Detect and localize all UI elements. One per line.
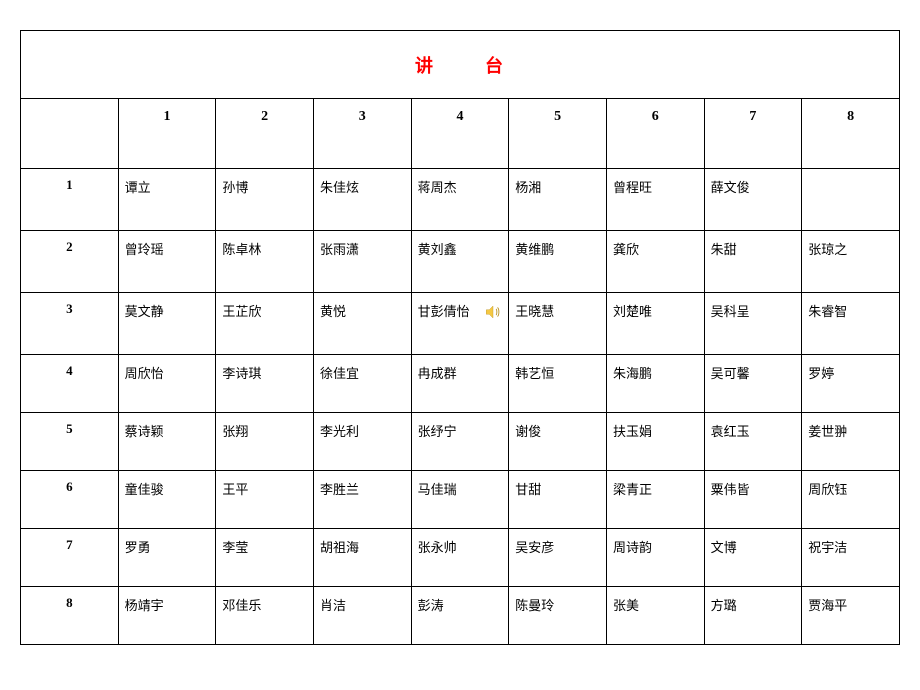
col-header-1: 1 bbox=[118, 99, 216, 169]
col-header-5: 5 bbox=[509, 99, 607, 169]
seat-cell: 李诗琪 bbox=[216, 355, 314, 413]
seat-row-7: 7 罗勇 李莹 胡祖海 张永帅 吴安彦 周诗韵 文博 祝宇洁 bbox=[21, 529, 900, 587]
col-header-2: 2 bbox=[216, 99, 314, 169]
seat-cell: 张翔 bbox=[216, 413, 314, 471]
seat-cell: 徐佳宜 bbox=[313, 355, 411, 413]
seat-cell: 李光利 bbox=[313, 413, 411, 471]
seat-cell: 罗勇 bbox=[118, 529, 216, 587]
seat-row-6: 6 童佳骏 王平 李胜兰 马佳瑞 甘甜 梁青正 粟伟皆 周欣钰 bbox=[21, 471, 900, 529]
seat-row-8: 8 杨靖宇 邓佳乐 肖洁 彭涛 陈曼玲 张美 方璐 贾海平 bbox=[21, 587, 900, 645]
seat-cell: 吴可馨 bbox=[704, 355, 802, 413]
row-label-3: 3 bbox=[21, 293, 119, 355]
col-header-8: 8 bbox=[802, 99, 900, 169]
row-label-2: 2 bbox=[21, 231, 119, 293]
seat-cell: 李莹 bbox=[216, 529, 314, 587]
seat-cell: 王平 bbox=[216, 471, 314, 529]
seat-cell: 周欣怡 bbox=[118, 355, 216, 413]
seat-cell: 朱佳炫 bbox=[313, 169, 411, 231]
seat-row-2: 2 曾玲瑶 陈卓林 张雨潇 黄刘鑫 黄维鹏 龚欣 朱甜 张琼之 bbox=[21, 231, 900, 293]
title-part1: 讲 bbox=[415, 56, 435, 76]
seat-cell: 曾玲瑶 bbox=[118, 231, 216, 293]
seat-cell: 谢俊 bbox=[509, 413, 607, 471]
seat-cell: 祝宇洁 bbox=[802, 529, 900, 587]
seat-cell: 朱海鹏 bbox=[606, 355, 704, 413]
seat-cell: 梁青正 bbox=[606, 471, 704, 529]
seat-cell: 张纾宁 bbox=[411, 413, 509, 471]
seat-cell: 邓佳乐 bbox=[216, 587, 314, 645]
seat-cell: 彭涛 bbox=[411, 587, 509, 645]
row-label-5: 5 bbox=[21, 413, 119, 471]
seat-cell: 杨靖宇 bbox=[118, 587, 216, 645]
title-cell: 讲台 bbox=[21, 31, 900, 99]
seat-cell: 杨湘 bbox=[509, 169, 607, 231]
seat-cell bbox=[802, 169, 900, 231]
seat-row-5: 5 蔡诗颖 张翔 李光利 张纾宁 谢俊 扶玉娟 袁红玉 姜世翀 bbox=[21, 413, 900, 471]
row-label-4: 4 bbox=[21, 355, 119, 413]
seat-cell: 谭立 bbox=[118, 169, 216, 231]
seat-cell: 张雨潇 bbox=[313, 231, 411, 293]
col-header-6: 6 bbox=[606, 99, 704, 169]
seat-row-3: 3 莫文静 王芷欣 黄悦 甘彭倩怡 王晓慧 刘楚唯 吴科呈 朱睿智 bbox=[21, 293, 900, 355]
seat-cell: 姜世翀 bbox=[802, 413, 900, 471]
seat-cell: 黄悦 bbox=[313, 293, 411, 355]
seat-cell: 冉成群 bbox=[411, 355, 509, 413]
speaker-icon[interactable] bbox=[484, 303, 502, 321]
seat-cell: 方璐 bbox=[704, 587, 802, 645]
seat-cell: 吴安彦 bbox=[509, 529, 607, 587]
seat-row-1: 1 谭立 孙博 朱佳炫 蒋周杰 杨湘 曾程旺 薛文俊 bbox=[21, 169, 900, 231]
seat-cell: 刘楚唯 bbox=[606, 293, 704, 355]
seat-cell: 张永帅 bbox=[411, 529, 509, 587]
seat-cell: 王芷欣 bbox=[216, 293, 314, 355]
col-header-3: 3 bbox=[313, 99, 411, 169]
seating-chart-table: 讲台 1 2 3 4 5 6 7 8 1 谭立 孙博 朱佳炫 蒋周杰 杨湘 曾程… bbox=[20, 30, 900, 645]
seat-cell: 孙博 bbox=[216, 169, 314, 231]
col-header-4: 4 bbox=[411, 99, 509, 169]
seat-cell: 罗婷 bbox=[802, 355, 900, 413]
seat-cell: 李胜兰 bbox=[313, 471, 411, 529]
seat-cell: 肖洁 bbox=[313, 587, 411, 645]
seat-cell: 薛文俊 bbox=[704, 169, 802, 231]
seat-cell: 黄刘鑫 bbox=[411, 231, 509, 293]
seat-cell: 文博 bbox=[704, 529, 802, 587]
column-header-row: 1 2 3 4 5 6 7 8 bbox=[21, 99, 900, 169]
seat-cell: 童佳骏 bbox=[118, 471, 216, 529]
row-label-1: 1 bbox=[21, 169, 119, 231]
col-header-7: 7 bbox=[704, 99, 802, 169]
seat-cell: 粟伟皆 bbox=[704, 471, 802, 529]
corner-cell bbox=[21, 99, 119, 169]
seat-cell: 蔡诗颖 bbox=[118, 413, 216, 471]
seat-cell-text: 甘彭倩怡 bbox=[418, 304, 470, 319]
seat-cell-with-audio: 甘彭倩怡 bbox=[411, 293, 509, 355]
seat-cell: 韩艺恒 bbox=[509, 355, 607, 413]
seat-cell: 曾程旺 bbox=[606, 169, 704, 231]
seat-cell: 吴科呈 bbox=[704, 293, 802, 355]
title-part2: 台 bbox=[485, 56, 505, 76]
seat-cell: 周诗韵 bbox=[606, 529, 704, 587]
title-row: 讲台 bbox=[21, 31, 900, 99]
seat-cell: 扶玉娟 bbox=[606, 413, 704, 471]
seat-cell: 王晓慧 bbox=[509, 293, 607, 355]
seat-row-4: 4 周欣怡 李诗琪 徐佳宜 冉成群 韩艺恒 朱海鹏 吴可馨 罗婷 bbox=[21, 355, 900, 413]
seat-cell: 黄维鹏 bbox=[509, 231, 607, 293]
seat-cell: 马佳瑞 bbox=[411, 471, 509, 529]
seat-cell: 周欣钰 bbox=[802, 471, 900, 529]
seat-cell: 龚欣 bbox=[606, 231, 704, 293]
seat-cell: 朱睿智 bbox=[802, 293, 900, 355]
row-label-8: 8 bbox=[21, 587, 119, 645]
seat-cell: 陈曼玲 bbox=[509, 587, 607, 645]
row-label-7: 7 bbox=[21, 529, 119, 587]
seat-cell: 甘甜 bbox=[509, 471, 607, 529]
seat-cell: 朱甜 bbox=[704, 231, 802, 293]
seat-cell: 胡祖海 bbox=[313, 529, 411, 587]
seat-cell: 莫文静 bbox=[118, 293, 216, 355]
seat-cell: 蒋周杰 bbox=[411, 169, 509, 231]
seat-cell: 贾海平 bbox=[802, 587, 900, 645]
seat-cell: 张美 bbox=[606, 587, 704, 645]
seat-cell: 陈卓林 bbox=[216, 231, 314, 293]
seat-cell: 张琼之 bbox=[802, 231, 900, 293]
seat-cell: 袁红玉 bbox=[704, 413, 802, 471]
row-label-6: 6 bbox=[21, 471, 119, 529]
